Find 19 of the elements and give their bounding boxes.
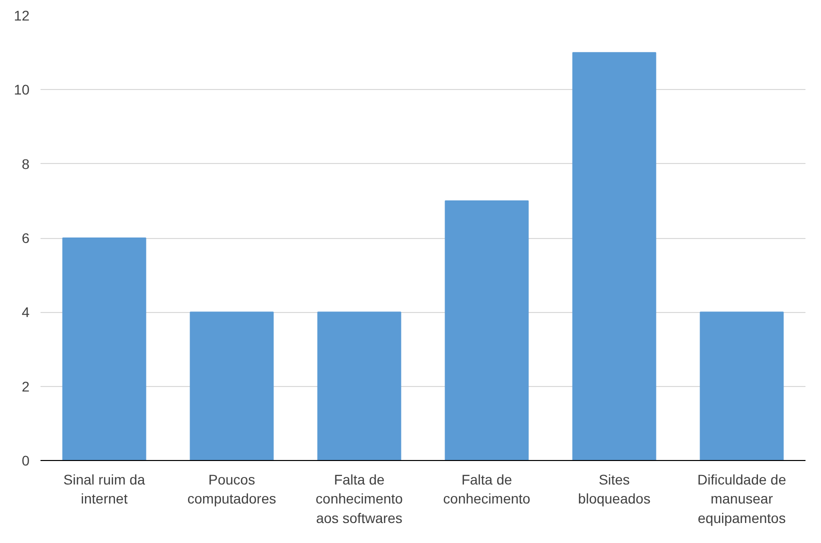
bar — [190, 312, 274, 460]
bar — [572, 52, 656, 460]
x-tick-label: Dificuldade de manusear equipamentos — [697, 472, 786, 526]
x-tick-label: Falta de conhecimento aos softwares — [316, 472, 404, 526]
x-tick-label: Falta de conhecimento — [443, 472, 531, 507]
bar — [700, 312, 784, 460]
y-tick-label: 10 — [14, 82, 30, 98]
y-tick-label: 8 — [22, 156, 30, 172]
x-tick-label: Sites bloqueados — [578, 472, 650, 507]
y-tick-label: 6 — [22, 230, 30, 246]
bar — [317, 312, 402, 460]
y-tick-label: 2 — [22, 378, 30, 394]
y-tick-label: 0 — [22, 452, 30, 468]
y-tick-label: 4 — [22, 304, 30, 320]
x-tick-label: Poucos computadores — [187, 472, 276, 507]
y-tick-label: 12 — [14, 8, 30, 24]
x-tick-label: Sinal ruim da internet — [63, 472, 146, 507]
bar — [444, 200, 529, 460]
bar — [62, 238, 146, 460]
